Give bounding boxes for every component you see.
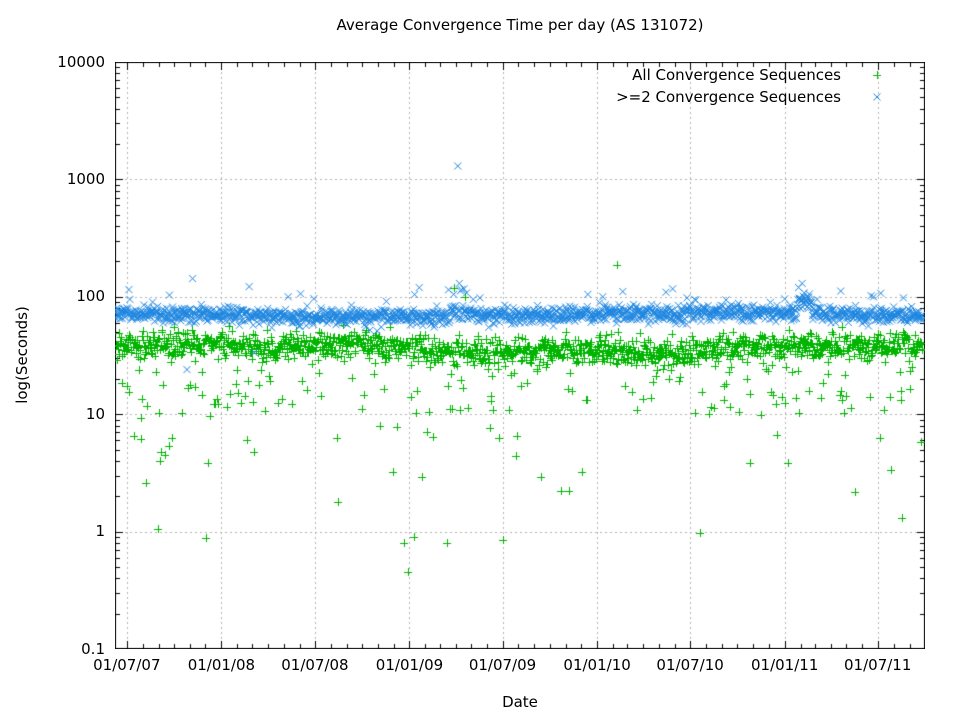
y-tick-label: 1	[95, 522, 105, 541]
legend-item-all-sequences: All Convergence Sequences	[632, 66, 841, 84]
x-tick-label: 01/07/11	[844, 656, 912, 674]
x-tick-label: 01/07/09	[468, 656, 537, 674]
x-axis-label: Date	[502, 693, 538, 711]
x-tick-label: 01/01/10	[563, 656, 631, 674]
y-tick-label: 10	[85, 404, 105, 423]
x-tick-label: 01/01/08	[187, 656, 256, 674]
chart-canvas	[115, 62, 925, 649]
x-tick-label: 01/01/11	[751, 656, 819, 674]
y-tick-label: 100	[76, 287, 105, 306]
x-tick-label: 01/07/07	[93, 656, 161, 674]
x-tick-label: 01/01/09	[375, 656, 444, 674]
x-tick-label: 01/07/08	[281, 656, 349, 674]
chart-title: Average Convergence Time per day (AS 131…	[336, 16, 704, 34]
y-tick-label: 1000	[66, 169, 105, 188]
y-axis-label: log(Seconds)	[13, 306, 31, 404]
x-tick-label: 01/07/10	[656, 656, 724, 674]
y-tick-label: 0.1	[81, 639, 105, 658]
legend-item-ge2-sequences: >=2 Convergence Sequences	[616, 88, 841, 106]
y-tick-label: 10000	[57, 52, 105, 71]
